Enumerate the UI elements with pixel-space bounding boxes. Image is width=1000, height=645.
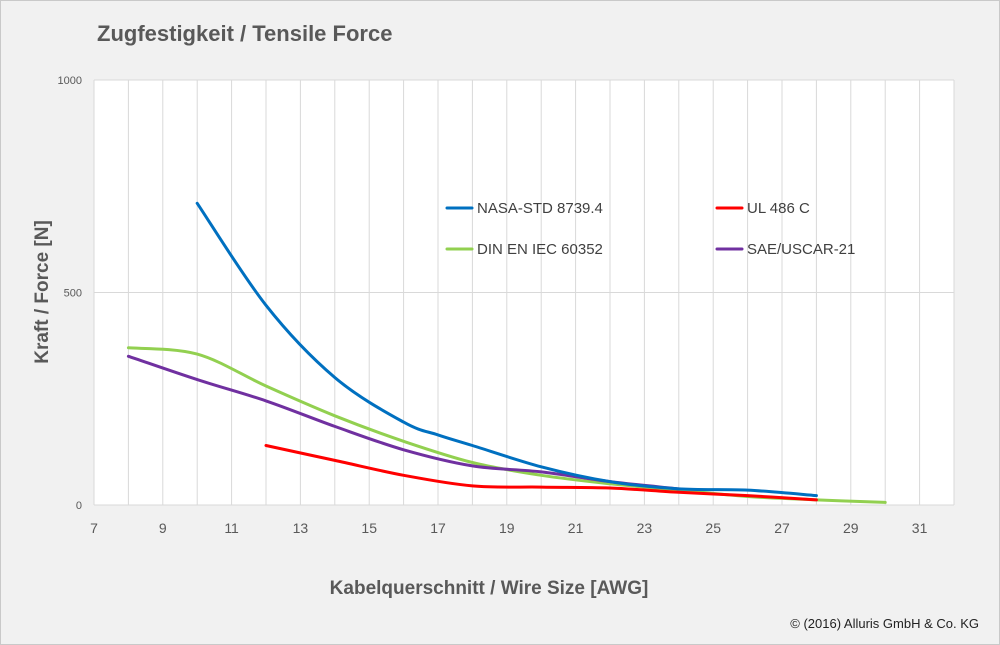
x-tick-label: 29 <box>843 520 859 536</box>
legend-label-sae-uscar-21: SAE/USCAR-21 <box>747 241 855 258</box>
series-line-ul-486-c <box>264 444 818 502</box>
legend-label-din-en-iec-60352: DIN EN IEC 60352 <box>477 241 603 258</box>
x-tick-label: 21 <box>568 520 584 536</box>
legend-label-ul-486-c: UL 486 C <box>747 200 810 217</box>
x-tick-label: 17 <box>430 520 446 536</box>
series-lines <box>126 201 887 504</box>
series-line-nasa-std-8739-4 <box>195 201 818 498</box>
x-tick-label: 15 <box>361 520 377 536</box>
chart-title: Zugfestigkeit / Tensile Force <box>97 21 392 46</box>
x-tick-label: 11 <box>224 520 239 536</box>
x-axis-label: Kabelquerschnitt / Wire Size [AWG] <box>330 578 649 599</box>
x-axis-ticks: 7 9 11 13 15 17 19 21 23 25 27 29 31 <box>90 520 927 536</box>
x-tick-label: 23 <box>637 520 653 536</box>
y-tick-label: 0 <box>76 500 82 512</box>
x-tick-label: 9 <box>159 520 167 536</box>
y-axis-label: Kraft / Force [N] <box>32 220 53 364</box>
x-tick-label: 7 <box>90 520 98 536</box>
y-tick-label: 500 <box>64 288 82 300</box>
legend-label-nasa-std-8739-4: NASA-STD 8739.4 <box>477 200 603 217</box>
copyright-text: © (2016) Alluris GmbH & Co. KG <box>790 616 979 631</box>
y-tick-label: 1000 <box>58 75 82 87</box>
x-tick-label: 27 <box>774 520 790 536</box>
x-tick-label: 31 <box>912 520 928 536</box>
x-tick-label: 25 <box>705 520 721 536</box>
x-tick-label: 13 <box>293 520 309 536</box>
y-axis-ticks: 0 500 1000 <box>58 75 82 512</box>
legend: NASA-STD 8739.4 UL 486 C DIN EN IEC 60352 S… <box>445 200 855 258</box>
x-tick-label: 19 <box>499 520 515 536</box>
